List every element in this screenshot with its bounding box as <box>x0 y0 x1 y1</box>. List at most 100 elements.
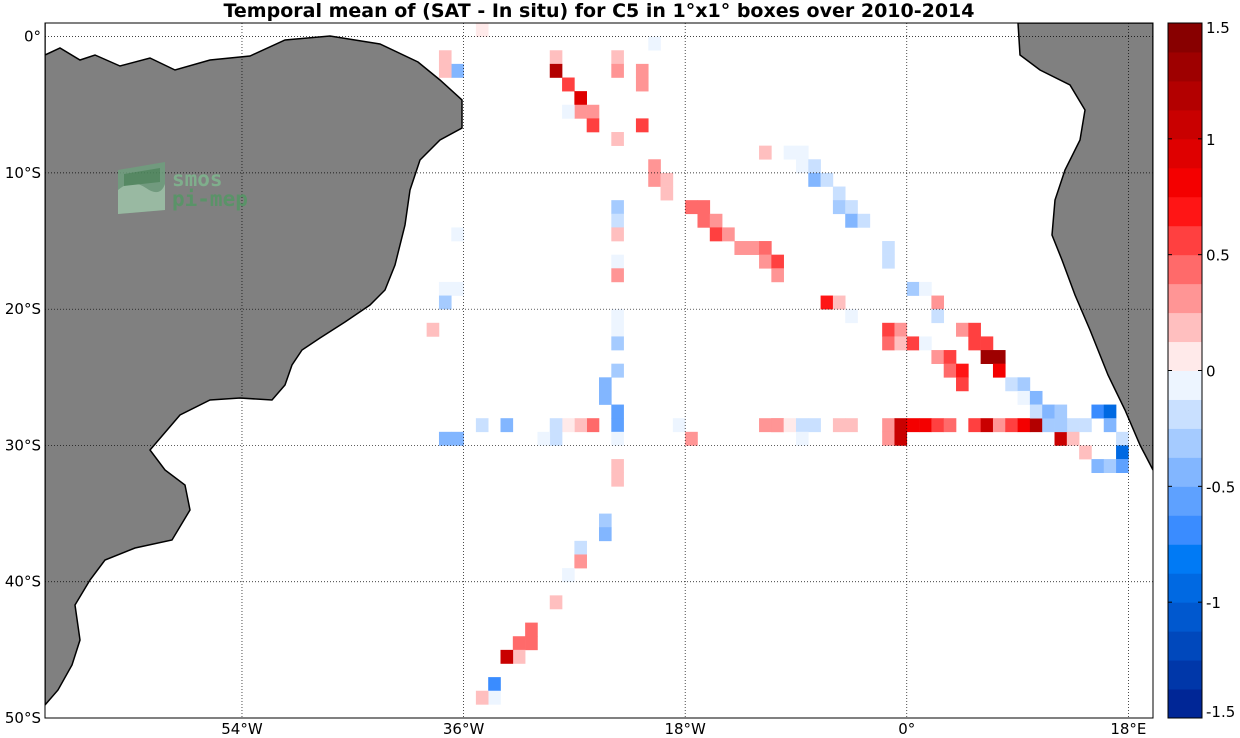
data-cell <box>771 418 784 433</box>
data-cell <box>956 363 969 378</box>
data-cell <box>820 295 834 310</box>
data-cell <box>586 418 600 433</box>
longitude-tick-label: 54°W <box>221 720 263 738</box>
data-cell <box>451 431 464 446</box>
data-cell <box>1005 418 1018 433</box>
colorbar-swatch <box>1168 631 1202 661</box>
data-cell <box>992 418 1006 433</box>
colorbar-tick-label: 1 <box>1206 131 1216 149</box>
data-cell <box>549 431 563 446</box>
data-cell <box>574 91 587 106</box>
latitude-tick-label: 30°S <box>5 436 41 454</box>
colorbar-swatch <box>1168 573 1202 603</box>
data-cell <box>1005 377 1018 392</box>
data-cell <box>882 336 895 351</box>
data-cell <box>808 418 821 433</box>
colorbar-swatch <box>1168 486 1202 516</box>
data-cell <box>438 63 452 78</box>
data-cell <box>1029 390 1043 405</box>
data-cell <box>611 254 624 269</box>
colorbar-tick-label: 0.5 <box>1206 247 1230 265</box>
data-cell <box>980 350 994 364</box>
colorbar <box>1168 23 1202 719</box>
data-cell <box>845 200 858 215</box>
data-cell <box>845 418 858 433</box>
data-cell <box>931 418 945 433</box>
data-cell <box>635 77 649 92</box>
data-cell <box>574 418 587 433</box>
data-cell <box>438 50 452 65</box>
data-cell <box>759 145 772 160</box>
data-cell <box>549 595 563 610</box>
data-cell <box>562 418 575 433</box>
data-cell <box>746 241 760 255</box>
data-cell <box>894 418 908 433</box>
data-cell <box>795 431 809 446</box>
data-cell <box>475 418 489 433</box>
data-cell <box>992 350 1006 364</box>
data-cell <box>980 336 994 351</box>
latitude-tick-label: 10°S <box>5 164 41 182</box>
data-cell <box>931 350 945 364</box>
data-cell <box>574 554 587 569</box>
data-cell <box>660 172 674 187</box>
colorbar-swatch <box>1168 109 1202 140</box>
data-cell <box>1029 418 1043 433</box>
data-cell <box>611 63 624 78</box>
data-cell <box>611 268 624 283</box>
data-cell <box>882 254 895 269</box>
data-cell <box>1017 418 1031 433</box>
data-cell <box>685 200 698 215</box>
data-cell <box>611 431 624 446</box>
data-cell <box>857 213 871 228</box>
data-cell <box>438 281 452 296</box>
colorbar-swatch <box>1168 312 1202 343</box>
data-cell <box>968 336 981 351</box>
data-cell <box>488 690 501 705</box>
colorbar-swatch <box>1168 225 1202 256</box>
colorbar-swatch <box>1168 428 1202 458</box>
colorbar-tick-label: -0.5 <box>1206 478 1235 496</box>
colorbar-tick-label: 0 <box>1206 363 1216 381</box>
data-cell <box>648 172 661 187</box>
data-cell <box>525 622 538 637</box>
data-cell <box>919 281 932 296</box>
data-cell <box>599 513 612 528</box>
data-cell <box>795 418 809 433</box>
data-cell <box>882 418 895 433</box>
data-cell <box>562 77 575 92</box>
colorbar-swatch <box>1168 660 1202 690</box>
map-title: Temporal mean of (SAT - In situ) for C5 … <box>223 0 975 22</box>
data-cell <box>759 418 772 433</box>
data-cell <box>894 431 908 446</box>
data-cell <box>956 322 969 337</box>
data-cell <box>1116 445 1129 460</box>
data-cell <box>968 322 981 337</box>
colorbar-tick-label: -1.5 <box>1206 703 1235 721</box>
data-cell <box>500 418 514 433</box>
data-cell <box>1029 404 1043 419</box>
data-cell <box>771 268 784 283</box>
data-cell <box>475 23 489 37</box>
data-cell <box>549 50 563 65</box>
colorbar-ticks: 1.5 1 0.5 0 -0.5 -1 -1.5 <box>1168 19 1235 721</box>
data-cell <box>759 241 772 255</box>
data-cell <box>611 322 624 337</box>
latitude-tick-label: 0° <box>24 28 41 46</box>
data-cell <box>660 186 674 201</box>
data-cell <box>832 200 846 215</box>
colorbar-swatch <box>1168 370 1202 400</box>
data-cell <box>574 104 587 119</box>
data-cell <box>611 200 624 215</box>
colorbar-swatch <box>1168 254 1202 285</box>
data-cell <box>611 50 624 65</box>
data-cell <box>611 132 624 146</box>
data-cell <box>512 649 526 664</box>
data-cell <box>968 418 981 433</box>
data-cell <box>709 227 723 242</box>
colorbar-swatch <box>1168 399 1202 429</box>
data-cell <box>894 336 908 351</box>
latitude-tick-label: 20°S <box>5 300 41 318</box>
data-cell <box>451 281 464 296</box>
data-cell <box>1079 445 1092 460</box>
